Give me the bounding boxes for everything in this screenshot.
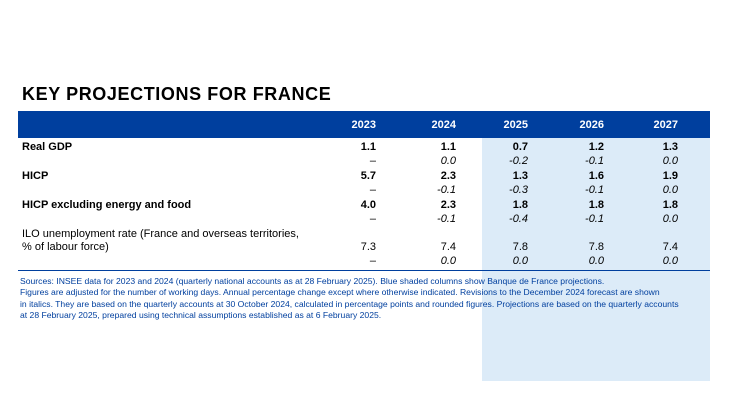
revision-row: – -0.1 -0.4 -0.1 0.0 — [18, 213, 710, 228]
year-header: 2027 — [653, 119, 678, 131]
value-cell: 7.8 — [512, 241, 528, 253]
table-row: HICP excluding energy and food 4.0 2.3 1… — [18, 199, 710, 214]
page-title: KEY PROJECTIONS FOR FRANCE — [22, 84, 332, 104]
row-label: HICP — [22, 170, 49, 182]
value-cell: 1.3 — [512, 170, 528, 182]
revision-row: – 0.0 -0.2 -0.1 0.0 — [18, 155, 710, 170]
value-cell: 0.7 — [512, 141, 528, 153]
year-header: 2026 — [579, 119, 604, 131]
revision-cell: -0.1 — [585, 155, 604, 167]
revision-cell: 0.0 — [588, 255, 604, 267]
revision-cell: -0.1 — [585, 184, 604, 196]
value-cell: 1.8 — [588, 199, 604, 211]
note-line: Figures are adjusted for the number of w… — [20, 287, 660, 298]
value-cell: 1.1 — [440, 141, 456, 153]
revision-cell: 0.0 — [662, 255, 678, 267]
revision-cell: 0.0 — [662, 213, 678, 225]
row-label: ILO unemployment rate (France and overse… — [22, 228, 299, 240]
year-header: 2024 — [431, 119, 456, 131]
table-row: ILO unemployment rate (France and overse… — [18, 228, 710, 243]
revision-cell: -0.1 — [437, 213, 456, 225]
value-cell: 1.3 — [662, 141, 678, 153]
note-line: in italics. They are based on the quarte… — [20, 298, 679, 309]
note-line: at 28 February 2025, prepared using tech… — [20, 310, 382, 321]
revision-cell: -0.1 — [437, 184, 456, 196]
revision-cell: 0.0 — [512, 255, 528, 267]
value-cell: 1.2 — [588, 141, 604, 153]
revision-cell: -0.3 — [509, 184, 528, 196]
row-label-continued: % of labour force) — [22, 241, 109, 253]
value-cell: 1.9 — [662, 170, 678, 182]
revision-cell: – — [369, 255, 376, 267]
revision-cell: – — [369, 184, 376, 196]
revision-cell: -0.4 — [509, 213, 528, 225]
table-row: Real GDP 1.1 1.1 0.7 1.2 1.3 — [18, 141, 710, 156]
year-header: 2023 — [351, 119, 376, 131]
table-header: 2023 2024 2025 2026 2027 — [18, 111, 710, 138]
table-bottom-rule — [18, 270, 710, 271]
value-cell: 7.8 — [588, 241, 604, 253]
value-cell: 7.3 — [360, 241, 376, 253]
revision-cell: – — [369, 155, 376, 167]
value-cell: 4.0 — [360, 199, 376, 211]
value-cell: 2.3 — [440, 170, 456, 182]
value-cell: 5.7 — [360, 170, 376, 182]
revision-cell: 0.0 — [440, 155, 456, 167]
revision-cell: 0.0 — [662, 184, 678, 196]
value-cell: 7.4 — [662, 241, 678, 253]
row-label: Real GDP — [22, 141, 73, 153]
source-notes: Sources: INSEE data for 2023 and 2024 (q… — [20, 276, 716, 322]
value-cell: 1.1 — [360, 141, 376, 153]
row-label: HICP excluding energy and food — [22, 199, 192, 211]
value-cell: 1.8 — [512, 199, 528, 211]
value-cell: 1.6 — [588, 170, 604, 182]
revision-row: – -0.1 -0.3 -0.1 0.0 — [18, 184, 710, 199]
projection-shade — [482, 138, 710, 381]
value-cell: 7.4 — [440, 241, 456, 253]
value-cell: 2.3 — [440, 199, 456, 211]
revision-cell: -0.1 — [585, 213, 604, 225]
revision-cell: 0.0 — [662, 155, 678, 167]
year-header: 2025 — [503, 119, 528, 131]
revision-cell: -0.2 — [509, 155, 528, 167]
table-row: HICP 5.7 2.3 1.3 1.6 1.9 — [18, 170, 710, 185]
table-row: % of labour force) 7.3 7.4 7.8 7.8 7.4 — [18, 241, 710, 256]
value-cell: 1.8 — [662, 199, 678, 211]
revision-cell: – — [369, 213, 376, 225]
revision-cell: 0.0 — [440, 255, 456, 267]
note-line: Sources: INSEE data for 2023 and 2024 (q… — [20, 276, 605, 286]
revision-row: – 0.0 0.0 0.0 0.0 — [18, 255, 710, 270]
